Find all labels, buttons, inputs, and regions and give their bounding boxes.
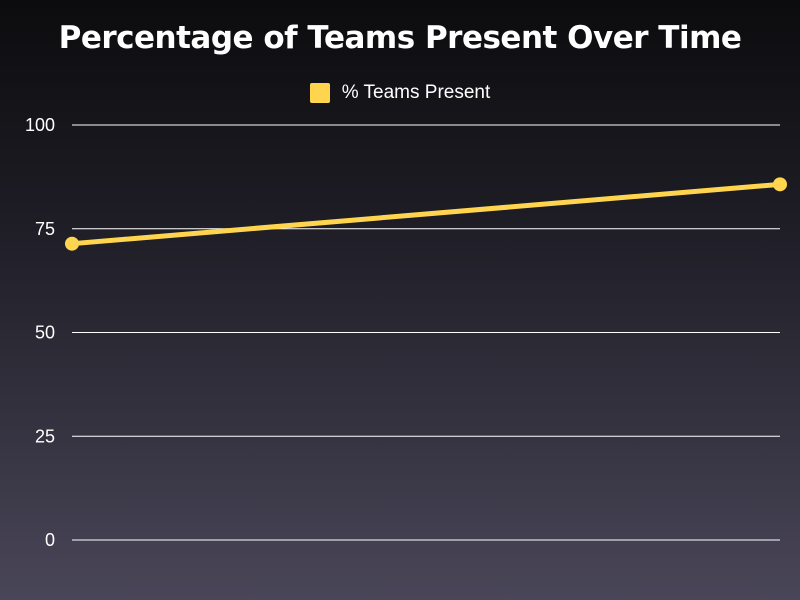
chart-legend: % Teams Present [0, 82, 800, 104]
y-tick-label-25: 25 [35, 426, 55, 446]
y-tick-label-50: 50 [35, 323, 55, 343]
y-tick-label-0: 0 [45, 530, 55, 550]
y-tick-label-100: 100 [25, 115, 55, 135]
y-axis-ticks: 0 25 50 75 100 [25, 115, 55, 550]
chart-title: Percentage of Teams Present Over Time [58, 20, 742, 56]
series-line-0[interactable] [69, 181, 783, 247]
data-point-0[interactable] [65, 236, 79, 251]
legend-swatch [309, 83, 330, 103]
grid-layer [72, 124, 780, 541]
y-tick-label-75: 75 [35, 219, 55, 239]
data-point-1[interactable] [773, 177, 787, 192]
series-layer [65, 177, 787, 251]
legend-item-teams-present[interactable]: % Teams Present [309, 82, 491, 104]
legend-label: % Teams Present [341, 82, 491, 103]
